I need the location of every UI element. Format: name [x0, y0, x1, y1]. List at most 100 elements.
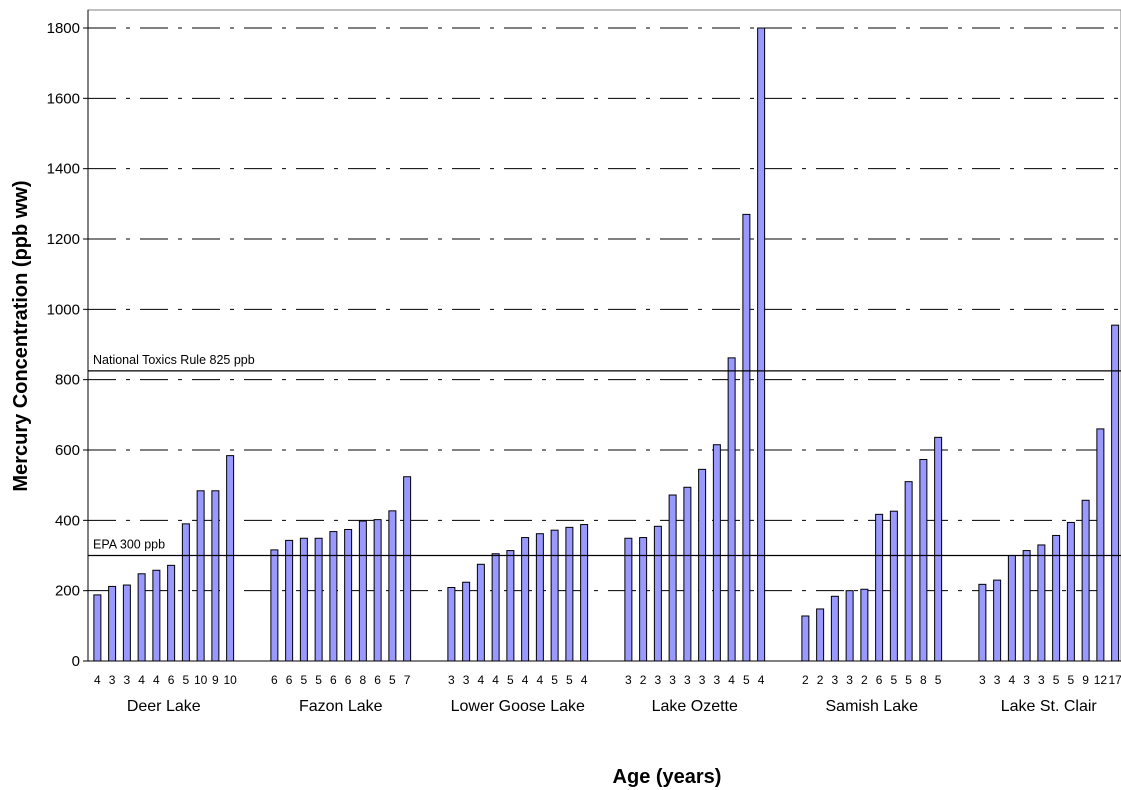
y-tick-label: 200 — [55, 583, 80, 600]
age-label: 3 — [1023, 673, 1030, 687]
y-tick-label: 800 — [55, 372, 80, 389]
lake-label: Lake Ozette — [652, 698, 738, 715]
bar — [1096, 428, 1105, 662]
bar — [462, 581, 471, 662]
age-label: 3 — [699, 673, 706, 687]
age-label: 3 — [832, 673, 839, 687]
bar — [93, 594, 102, 662]
age-label: 12 — [1094, 673, 1108, 687]
age-label: 6 — [876, 673, 883, 687]
age-label: 5 — [183, 673, 190, 687]
bar — [934, 436, 943, 662]
age-label: 5 — [1068, 673, 1075, 687]
age-label: 8 — [920, 673, 927, 687]
y-tick-label: 1200 — [47, 231, 80, 248]
age-label: 3 — [124, 673, 131, 687]
bar — [712, 444, 721, 662]
age-label: 4 — [478, 673, 485, 687]
bar — [535, 533, 544, 662]
y-axis-ticks: 0 200 400 600 800 1000 1200 1400 1600 1800 — [47, 10, 89, 670]
y-tick-label: 0 — [72, 653, 80, 670]
age-label: 9 — [1082, 673, 1089, 687]
age-label: 3 — [463, 673, 470, 687]
bar — [993, 579, 1002, 662]
age-label: 4 — [1009, 673, 1016, 687]
bar — [388, 510, 397, 662]
age-label: 10 — [194, 673, 208, 687]
bar — [742, 213, 751, 662]
age-label: 2 — [802, 673, 809, 687]
bar — [137, 573, 146, 662]
bar — [801, 615, 810, 662]
bar — [181, 523, 190, 662]
bars — [93, 27, 1120, 662]
bar — [506, 550, 515, 662]
bar — [668, 494, 677, 662]
age-label: 4 — [758, 673, 765, 687]
bar — [1037, 544, 1046, 662]
age-label: 3 — [448, 673, 455, 687]
bar — [683, 486, 692, 662]
age-label: 5 — [315, 673, 322, 687]
age-label: 6 — [168, 673, 175, 687]
bar — [108, 585, 117, 662]
bar — [122, 584, 131, 662]
age-label: 4 — [522, 673, 529, 687]
age-label: 3 — [994, 673, 1001, 687]
bar — [1052, 534, 1061, 662]
bar — [919, 458, 928, 662]
age-label: 17 — [1108, 673, 1121, 687]
age-label: 6 — [286, 673, 293, 687]
bar — [830, 595, 839, 662]
bar — [565, 526, 574, 662]
age-label: 5 — [1053, 673, 1060, 687]
age-label: 3 — [109, 673, 116, 687]
bar — [299, 537, 308, 662]
age-label: 7 — [404, 673, 411, 687]
age-label: 4 — [581, 673, 588, 687]
y-tick-label: 1800 — [47, 20, 80, 37]
bar — [167, 564, 176, 662]
lake-label: Samish Lake — [826, 698, 919, 715]
y-tick-label: 1600 — [47, 90, 80, 107]
age-label: 5 — [301, 673, 308, 687]
age-label: 4 — [728, 673, 735, 687]
age-label: 3 — [1038, 673, 1045, 687]
bar — [373, 519, 382, 662]
bar — [285, 539, 294, 662]
bar — [816, 608, 825, 662]
reference-lines: National Toxics Rule 825 ppb EPA 300 ppb — [88, 353, 1121, 557]
age-label: 5 — [507, 673, 514, 687]
y-tick-label: 600 — [55, 442, 80, 459]
bar — [860, 588, 869, 662]
bar — [550, 529, 559, 662]
age-label: 5 — [891, 673, 898, 687]
bar — [314, 537, 323, 662]
bar — [403, 476, 412, 662]
bar — [329, 531, 338, 662]
gridlines — [88, 27, 1121, 592]
age-label: 3 — [846, 673, 853, 687]
age-label: 4 — [537, 673, 544, 687]
age-label: 3 — [979, 673, 986, 687]
age-label: 10 — [223, 673, 237, 687]
x-axis-title: Age (years) — [613, 766, 722, 788]
bar — [344, 528, 353, 662]
age-label: 5 — [743, 673, 750, 687]
age-label: 6 — [345, 673, 352, 687]
bar — [270, 549, 279, 662]
bar — [1022, 550, 1031, 662]
bar — [653, 525, 662, 662]
age-label: 3 — [684, 673, 691, 687]
bar — [476, 563, 485, 662]
age-label: 3 — [714, 673, 721, 687]
bar — [1066, 521, 1075, 662]
bar — [889, 510, 898, 662]
bar — [978, 583, 987, 662]
bar — [845, 590, 854, 662]
bar — [624, 537, 633, 662]
bar — [226, 455, 235, 662]
plot-area-frame — [87, 9, 1121, 662]
